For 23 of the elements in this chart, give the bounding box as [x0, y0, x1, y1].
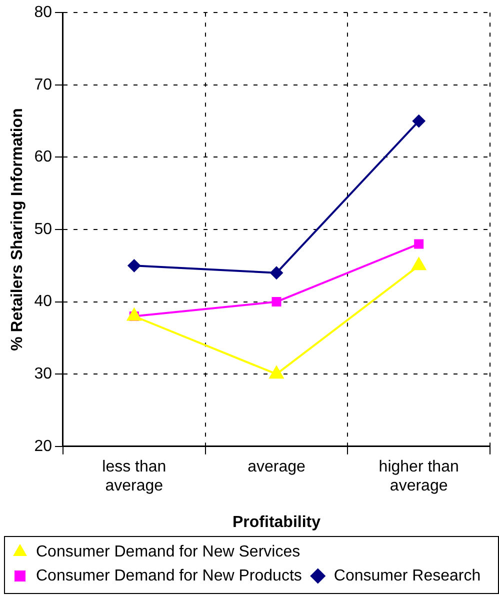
legend-label: Consumer Demand for New Services: [36, 543, 300, 560]
point: [128, 259, 141, 272]
y-tick-label: 80: [34, 4, 52, 22]
point: [411, 257, 426, 270]
x-tick-label: less than average: [102, 458, 166, 495]
y-tick-label: 40: [34, 293, 52, 310]
legend-label: Consumer Research: [334, 567, 481, 584]
y-tick-label: 50: [34, 220, 52, 238]
x-tick-label: average: [248, 458, 306, 476]
y-tick-label: 70: [34, 76, 52, 94]
point: [270, 266, 283, 280]
y-tick-label: 20: [34, 438, 52, 455]
point: [269, 366, 284, 379]
point: [414, 239, 424, 249]
x-tick-label: higher than average: [378, 458, 459, 495]
y-tick-label: 60: [34, 148, 52, 166]
y-axis-title: % Retailers Sharing Information: [9, 108, 26, 351]
y-tick-label: 30: [34, 366, 52, 383]
point: [412, 114, 426, 128]
point: [126, 308, 142, 321]
legend-label: Consumer Demand for New Products: [36, 567, 302, 584]
point: [272, 297, 282, 307]
x-axis-title: Profitability: [232, 514, 321, 531]
